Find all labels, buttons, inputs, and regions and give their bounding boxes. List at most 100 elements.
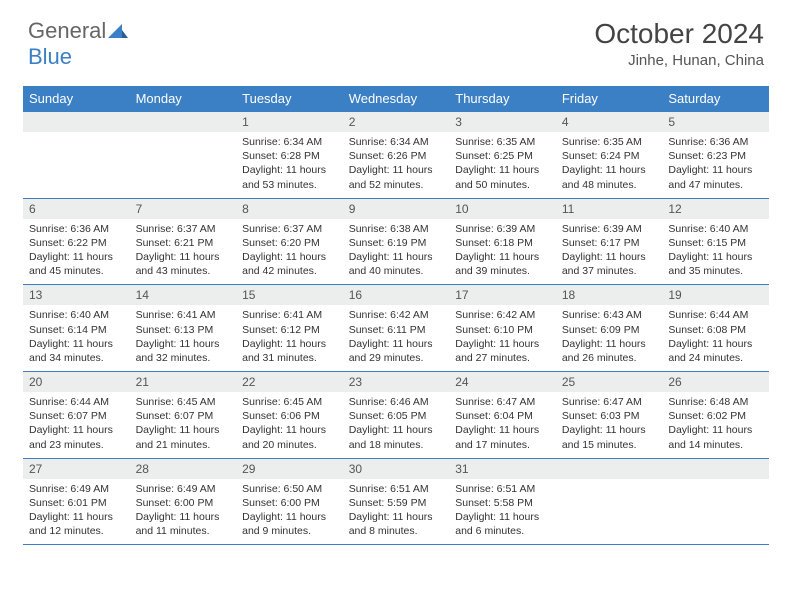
day-number: 25 bbox=[556, 372, 663, 392]
day-number bbox=[23, 112, 130, 132]
day-details: Sunrise: 6:34 AMSunset: 6:26 PMDaylight:… bbox=[343, 132, 450, 198]
calendar-body: 1Sunrise: 6:34 AMSunset: 6:28 PMDaylight… bbox=[23, 112, 769, 545]
calendar-cell: 11Sunrise: 6:39 AMSunset: 6:17 PMDayligh… bbox=[556, 198, 663, 285]
day-number: 13 bbox=[23, 285, 130, 305]
day-details: Sunrise: 6:47 AMSunset: 6:03 PMDaylight:… bbox=[556, 392, 663, 458]
calendar-cell: 26Sunrise: 6:48 AMSunset: 6:02 PMDayligh… bbox=[662, 372, 769, 459]
day-number: 4 bbox=[556, 112, 663, 132]
calendar-cell: 10Sunrise: 6:39 AMSunset: 6:18 PMDayligh… bbox=[449, 198, 556, 285]
day-number: 10 bbox=[449, 199, 556, 219]
day-details bbox=[23, 132, 130, 141]
day-details: Sunrise: 6:34 AMSunset: 6:28 PMDaylight:… bbox=[236, 132, 343, 198]
day-number bbox=[662, 459, 769, 479]
day-number: 16 bbox=[343, 285, 450, 305]
day-number: 9 bbox=[343, 199, 450, 219]
day-details: Sunrise: 6:49 AMSunset: 6:01 PMDaylight:… bbox=[23, 479, 130, 545]
day-details bbox=[662, 479, 769, 488]
day-number bbox=[130, 112, 237, 132]
calendar-cell: 5Sunrise: 6:36 AMSunset: 6:23 PMDaylight… bbox=[662, 112, 769, 199]
calendar-row: 6Sunrise: 6:36 AMSunset: 6:22 PMDaylight… bbox=[23, 198, 769, 285]
calendar-cell: 31Sunrise: 6:51 AMSunset: 5:58 PMDayligh… bbox=[449, 458, 556, 545]
calendar-cell: 24Sunrise: 6:47 AMSunset: 6:04 PMDayligh… bbox=[449, 372, 556, 459]
day-number: 14 bbox=[130, 285, 237, 305]
day-number: 29 bbox=[236, 459, 343, 479]
weekday-header: Tuesday bbox=[236, 86, 343, 112]
calendar-cell: 17Sunrise: 6:42 AMSunset: 6:10 PMDayligh… bbox=[449, 285, 556, 372]
calendar-cell: 15Sunrise: 6:41 AMSunset: 6:12 PMDayligh… bbox=[236, 285, 343, 372]
day-details: Sunrise: 6:42 AMSunset: 6:11 PMDaylight:… bbox=[343, 305, 450, 371]
day-details: Sunrise: 6:50 AMSunset: 6:00 PMDaylight:… bbox=[236, 479, 343, 545]
calendar-cell: 21Sunrise: 6:45 AMSunset: 6:07 PMDayligh… bbox=[130, 372, 237, 459]
calendar-cell: 6Sunrise: 6:36 AMSunset: 6:22 PMDaylight… bbox=[23, 198, 130, 285]
calendar-cell bbox=[23, 112, 130, 199]
day-number: 3 bbox=[449, 112, 556, 132]
day-details: Sunrise: 6:36 AMSunset: 6:23 PMDaylight:… bbox=[662, 132, 769, 198]
calendar-cell: 25Sunrise: 6:47 AMSunset: 6:03 PMDayligh… bbox=[556, 372, 663, 459]
day-details bbox=[556, 479, 663, 488]
calendar-cell: 3Sunrise: 6:35 AMSunset: 6:25 PMDaylight… bbox=[449, 112, 556, 199]
weekday-header: Wednesday bbox=[343, 86, 450, 112]
calendar-cell: 27Sunrise: 6:49 AMSunset: 6:01 PMDayligh… bbox=[23, 458, 130, 545]
day-number: 26 bbox=[662, 372, 769, 392]
calendar-row: 13Sunrise: 6:40 AMSunset: 6:14 PMDayligh… bbox=[23, 285, 769, 372]
day-number: 23 bbox=[343, 372, 450, 392]
calendar-cell: 18Sunrise: 6:43 AMSunset: 6:09 PMDayligh… bbox=[556, 285, 663, 372]
calendar-cell: 1Sunrise: 6:34 AMSunset: 6:28 PMDaylight… bbox=[236, 112, 343, 199]
day-number: 28 bbox=[130, 459, 237, 479]
brand-logo: GeneralBlue bbox=[28, 18, 128, 70]
day-details: Sunrise: 6:51 AMSunset: 5:59 PMDaylight:… bbox=[343, 479, 450, 545]
day-number bbox=[556, 459, 663, 479]
brand-text: GeneralBlue bbox=[28, 18, 128, 70]
day-details bbox=[130, 132, 237, 141]
calendar-cell: 20Sunrise: 6:44 AMSunset: 6:07 PMDayligh… bbox=[23, 372, 130, 459]
day-number: 17 bbox=[449, 285, 556, 305]
day-details: Sunrise: 6:45 AMSunset: 6:07 PMDaylight:… bbox=[130, 392, 237, 458]
calendar-cell bbox=[662, 458, 769, 545]
day-details: Sunrise: 6:39 AMSunset: 6:18 PMDaylight:… bbox=[449, 219, 556, 285]
day-details: Sunrise: 6:38 AMSunset: 6:19 PMDaylight:… bbox=[343, 219, 450, 285]
day-number: 12 bbox=[662, 199, 769, 219]
day-number: 5 bbox=[662, 112, 769, 132]
month-title: October 2024 bbox=[594, 18, 764, 50]
day-details: Sunrise: 6:36 AMSunset: 6:22 PMDaylight:… bbox=[23, 219, 130, 285]
day-details: Sunrise: 6:44 AMSunset: 6:08 PMDaylight:… bbox=[662, 305, 769, 371]
day-number: 6 bbox=[23, 199, 130, 219]
weekday-header: Sunday bbox=[23, 86, 130, 112]
calendar-cell: 22Sunrise: 6:45 AMSunset: 6:06 PMDayligh… bbox=[236, 372, 343, 459]
day-details: Sunrise: 6:46 AMSunset: 6:05 PMDaylight:… bbox=[343, 392, 450, 458]
calendar-row: 20Sunrise: 6:44 AMSunset: 6:07 PMDayligh… bbox=[23, 372, 769, 459]
calendar-cell: 16Sunrise: 6:42 AMSunset: 6:11 PMDayligh… bbox=[343, 285, 450, 372]
day-number: 24 bbox=[449, 372, 556, 392]
day-number: 2 bbox=[343, 112, 450, 132]
calendar-row: 27Sunrise: 6:49 AMSunset: 6:01 PMDayligh… bbox=[23, 458, 769, 545]
header: GeneralBlue October 2024 Jinhe, Hunan, C… bbox=[0, 0, 792, 78]
calendar-cell: 2Sunrise: 6:34 AMSunset: 6:26 PMDaylight… bbox=[343, 112, 450, 199]
day-number: 27 bbox=[23, 459, 130, 479]
day-details: Sunrise: 6:41 AMSunset: 6:13 PMDaylight:… bbox=[130, 305, 237, 371]
calendar-cell: 28Sunrise: 6:49 AMSunset: 6:00 PMDayligh… bbox=[130, 458, 237, 545]
day-number: 22 bbox=[236, 372, 343, 392]
location-text: Jinhe, Hunan, China bbox=[594, 52, 764, 69]
day-details: Sunrise: 6:35 AMSunset: 6:25 PMDaylight:… bbox=[449, 132, 556, 198]
day-number: 30 bbox=[343, 459, 450, 479]
calendar-row: 1Sunrise: 6:34 AMSunset: 6:28 PMDaylight… bbox=[23, 112, 769, 199]
day-details: Sunrise: 6:37 AMSunset: 6:21 PMDaylight:… bbox=[130, 219, 237, 285]
day-details: Sunrise: 6:43 AMSunset: 6:09 PMDaylight:… bbox=[556, 305, 663, 371]
calendar-cell: 8Sunrise: 6:37 AMSunset: 6:20 PMDaylight… bbox=[236, 198, 343, 285]
day-details: Sunrise: 6:42 AMSunset: 6:10 PMDaylight:… bbox=[449, 305, 556, 371]
weekday-header: Saturday bbox=[662, 86, 769, 112]
calendar-cell: 7Sunrise: 6:37 AMSunset: 6:21 PMDaylight… bbox=[130, 198, 237, 285]
calendar-cell: 29Sunrise: 6:50 AMSunset: 6:00 PMDayligh… bbox=[236, 458, 343, 545]
day-details: Sunrise: 6:40 AMSunset: 6:15 PMDaylight:… bbox=[662, 219, 769, 285]
day-number: 8 bbox=[236, 199, 343, 219]
day-number: 19 bbox=[662, 285, 769, 305]
day-number: 1 bbox=[236, 112, 343, 132]
weekday-header: Monday bbox=[130, 86, 237, 112]
calendar-table: SundayMondayTuesdayWednesdayThursdayFrid… bbox=[23, 86, 769, 545]
day-details: Sunrise: 6:47 AMSunset: 6:04 PMDaylight:… bbox=[449, 392, 556, 458]
day-details: Sunrise: 6:44 AMSunset: 6:07 PMDaylight:… bbox=[23, 392, 130, 458]
title-block: October 2024 Jinhe, Hunan, China bbox=[594, 18, 764, 69]
brand-word-2: Blue bbox=[28, 44, 72, 69]
calendar-cell: 30Sunrise: 6:51 AMSunset: 5:59 PMDayligh… bbox=[343, 458, 450, 545]
calendar-cell bbox=[556, 458, 663, 545]
